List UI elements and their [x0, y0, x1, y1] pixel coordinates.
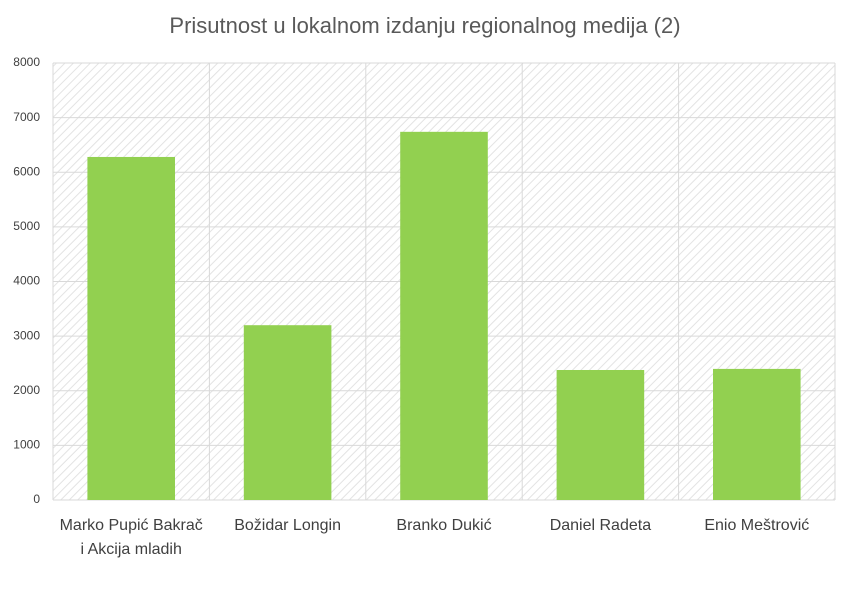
- bar: [556, 369, 645, 500]
- x-tick-label: Branko Dukić: [396, 517, 492, 534]
- bar: [87, 156, 175, 500]
- y-tick-label: 5000: [13, 219, 40, 233]
- y-tick-label: 8000: [13, 55, 40, 69]
- x-tick-label: Božidar Longin: [234, 517, 341, 534]
- y-tick-label: 4000: [13, 274, 40, 288]
- bar: [243, 325, 332, 500]
- y-tick-label: 2000: [13, 383, 40, 397]
- y-tick-label: 0: [33, 492, 40, 506]
- x-tick-label: Marko Pupić Bakrač i Akcija mladih: [59, 517, 203, 558]
- y-tick-label: 7000: [13, 110, 40, 124]
- chart-title: Prisutnost u lokalnom izdanju regionalno…: [169, 13, 680, 38]
- y-tick-label: 6000: [13, 164, 40, 178]
- x-tick-label: Enio Meštrović: [704, 517, 810, 534]
- bar: [713, 368, 801, 500]
- x-tick-label: Daniel Radeta: [549, 517, 652, 534]
- y-tick-label: 3000: [13, 328, 40, 342]
- y-tick-label: 1000: [13, 438, 40, 452]
- bar: [400, 131, 488, 500]
